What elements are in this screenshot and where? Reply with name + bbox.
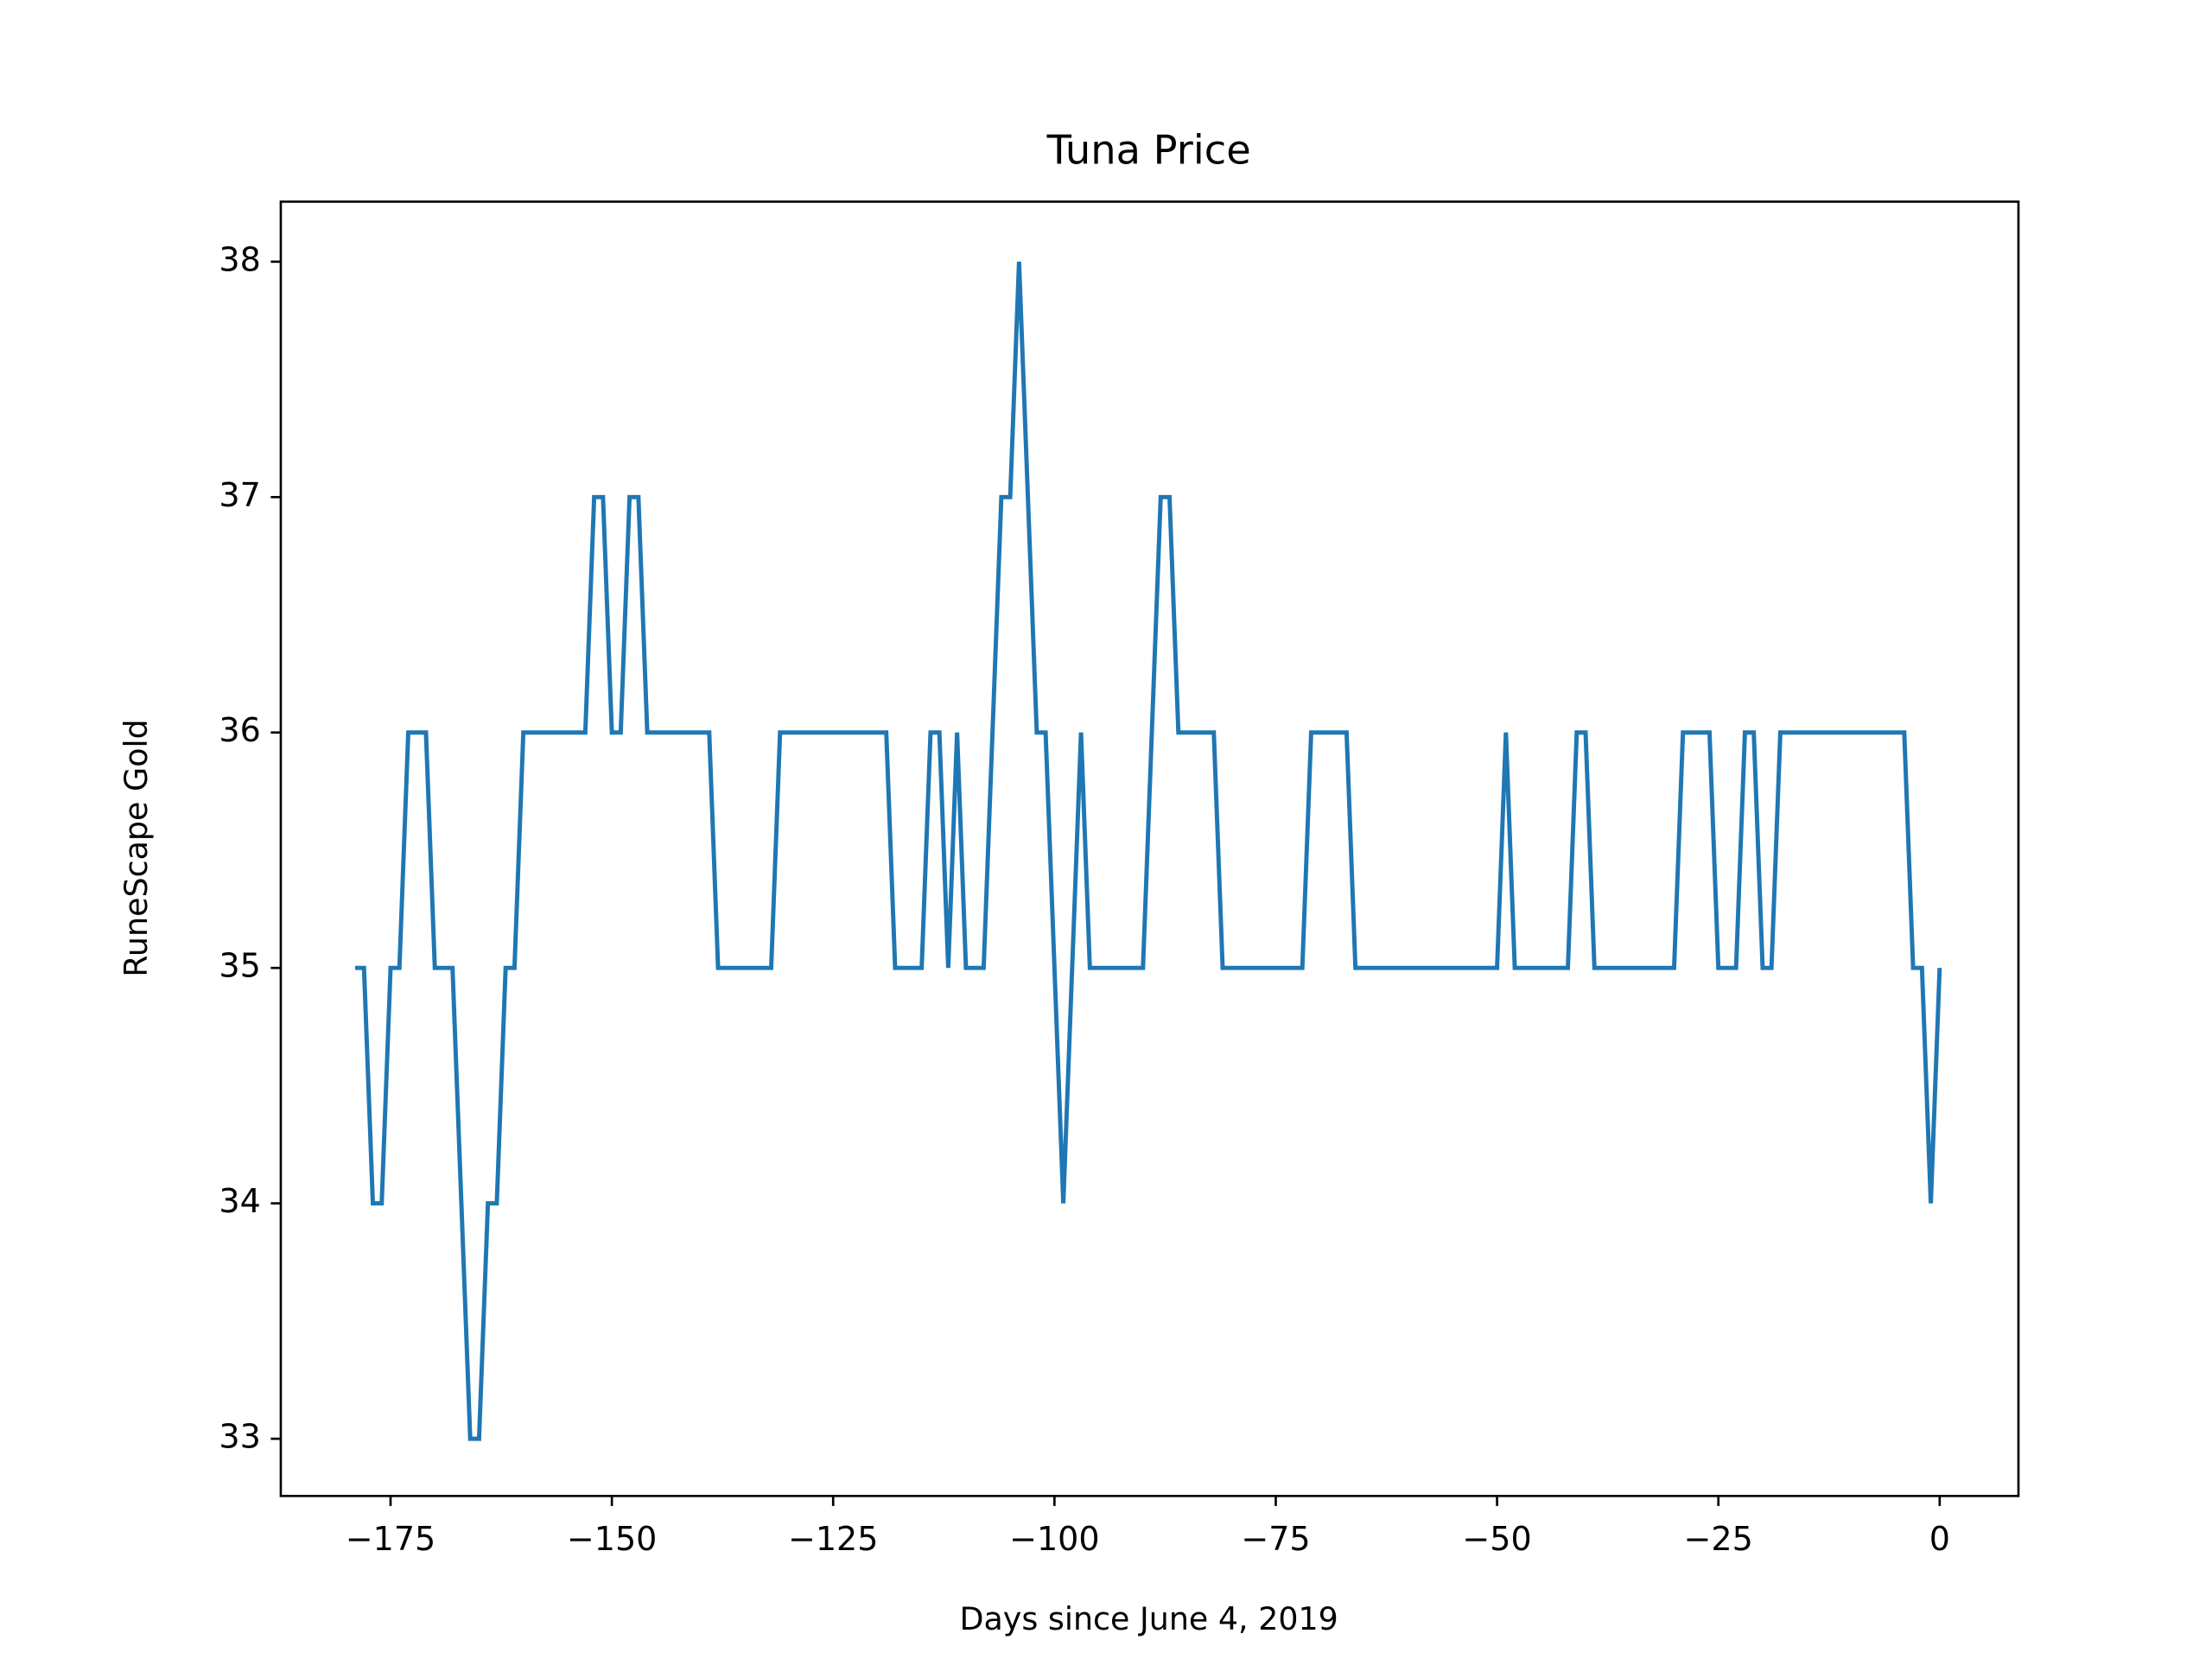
y-tick-label: 38 [219, 240, 260, 278]
x-tick-label: 0 [1929, 1520, 1950, 1558]
y-axis-label: RuneScape Gold [118, 719, 155, 976]
chart-title: Tuna Price [1046, 127, 1251, 174]
y-tick-label: 36 [219, 711, 260, 749]
y-tick-label: 35 [219, 947, 260, 985]
y-tick-label: 37 [219, 476, 260, 514]
price-line [355, 261, 1942, 1441]
x-tick-label: −25 [1684, 1520, 1753, 1558]
x-axis-label: Days since June 4, 2019 [959, 1600, 1338, 1637]
x-tick-label: −150 [567, 1520, 658, 1558]
x-tick-label: −125 [788, 1520, 879, 1558]
x-tick-label: −50 [1462, 1520, 1531, 1558]
plot-frame [279, 200, 2020, 1497]
x-tick-label: −175 [346, 1520, 436, 1558]
y-tick-label: 33 [219, 1418, 260, 1456]
y-tick-label: 34 [219, 1182, 260, 1220]
x-tick-label: −75 [1241, 1520, 1310, 1558]
x-tick-label: −100 [1009, 1520, 1100, 1558]
